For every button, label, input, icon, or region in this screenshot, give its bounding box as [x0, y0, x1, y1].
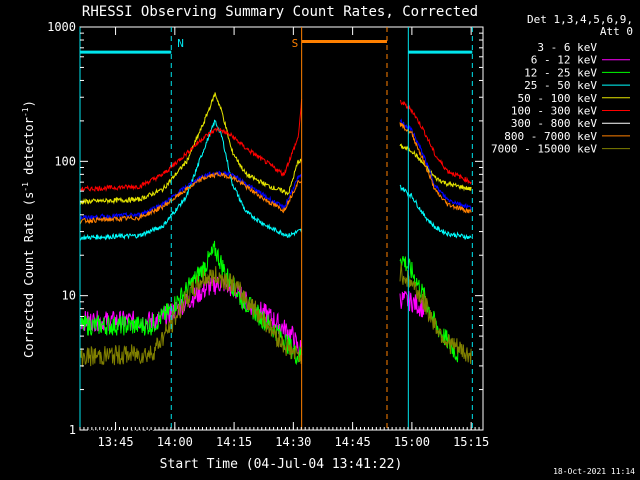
- series-line: [79, 304, 303, 432]
- x-tick-label: 14:45: [335, 435, 371, 449]
- series-800-7000-keV: [79, 122, 472, 225]
- y-axis-label: Corrected Count Rate (s-1 detector-1): [21, 100, 36, 358]
- y-tick-label: 10: [62, 289, 76, 303]
- series-line: [79, 172, 302, 225]
- series-7000-15000-keV: [79, 263, 472, 367]
- legend-label: 6 - 12 keV: [531, 54, 598, 67]
- series-50-100-keV: [79, 92, 472, 206]
- legend-label: 300 - 800 keV: [511, 117, 597, 130]
- series-line: [79, 170, 303, 221]
- marker-N: N: [177, 37, 184, 50]
- y-axis-label-main: Corrected Count Rate (s: [22, 192, 36, 358]
- series-line: [399, 99, 472, 185]
- y-tick-label: 100: [54, 154, 76, 168]
- series-12-25-keV: [79, 240, 460, 366]
- x-tick-label: 14:30: [275, 435, 311, 449]
- legend-label: 3 - 6 keV: [537, 41, 597, 54]
- series-6-12-keV: [79, 275, 425, 355]
- series-300-800-keV: [79, 118, 472, 221]
- y-axis-label-sup2: -1: [21, 107, 30, 117]
- series-line: [79, 119, 303, 241]
- legend-header-line2: Att 0: [600, 25, 633, 38]
- series-line: [79, 266, 303, 367]
- legend-header-line1: Det 1,3,4,5,6,9,: [527, 13, 633, 26]
- series-line: [399, 320, 436, 381]
- plot-frame: [79, 26, 484, 431]
- series-line: [79, 275, 303, 355]
- legend-label: 25 - 50 keV: [524, 79, 597, 92]
- x-tick-label: 15:15: [453, 435, 489, 449]
- footer-timestamp: 18-Oct-2021 11:14: [553, 467, 635, 476]
- series-line: [399, 184, 472, 241]
- y-tick-label: 1: [69, 423, 76, 437]
- y-axis-label-end: ): [22, 100, 36, 107]
- series-25-50-keV: [79, 119, 472, 241]
- series-line: [80, 99, 303, 192]
- y-axis-label-mid: detector: [22, 117, 36, 182]
- y-tick-label: 1000: [47, 20, 76, 34]
- series-100-300-keV: [80, 99, 472, 192]
- series-line: [399, 122, 472, 214]
- legend-label: 100 - 300 keV: [511, 105, 597, 118]
- legend-label: 7000 - 15000 keV: [491, 143, 597, 156]
- x-tick-label: 14:00: [157, 435, 193, 449]
- legend-label: 800 - 7000 keV: [504, 130, 597, 143]
- series-line: [399, 263, 472, 365]
- series-line: [399, 290, 425, 318]
- legend-label: 50 - 100 keV: [518, 92, 598, 105]
- marker-S: S: [292, 37, 299, 50]
- legend-label: 12 - 25 keV: [524, 66, 597, 79]
- series-3-6-keV: [79, 304, 436, 432]
- series-line: [79, 240, 303, 366]
- y-axis-label-sup1: -1: [21, 182, 30, 192]
- x-axis-label: Start Time (04-Jul-04 13:41:22): [160, 457, 403, 472]
- x-tick-label: 15:00: [394, 435, 430, 449]
- x-tick-label: 13:45: [97, 435, 133, 449]
- x-tick-label: 14:15: [216, 435, 252, 449]
- series-line: [399, 118, 472, 211]
- chart-title: RHESSI Observing Summary Count Rates, Co…: [82, 4, 478, 20]
- series-line: [399, 143, 472, 192]
- plot-area: N S 1000 100 10 1 13:45 14:00 14:15 14:30 14:45 1…: [47, 20, 489, 449]
